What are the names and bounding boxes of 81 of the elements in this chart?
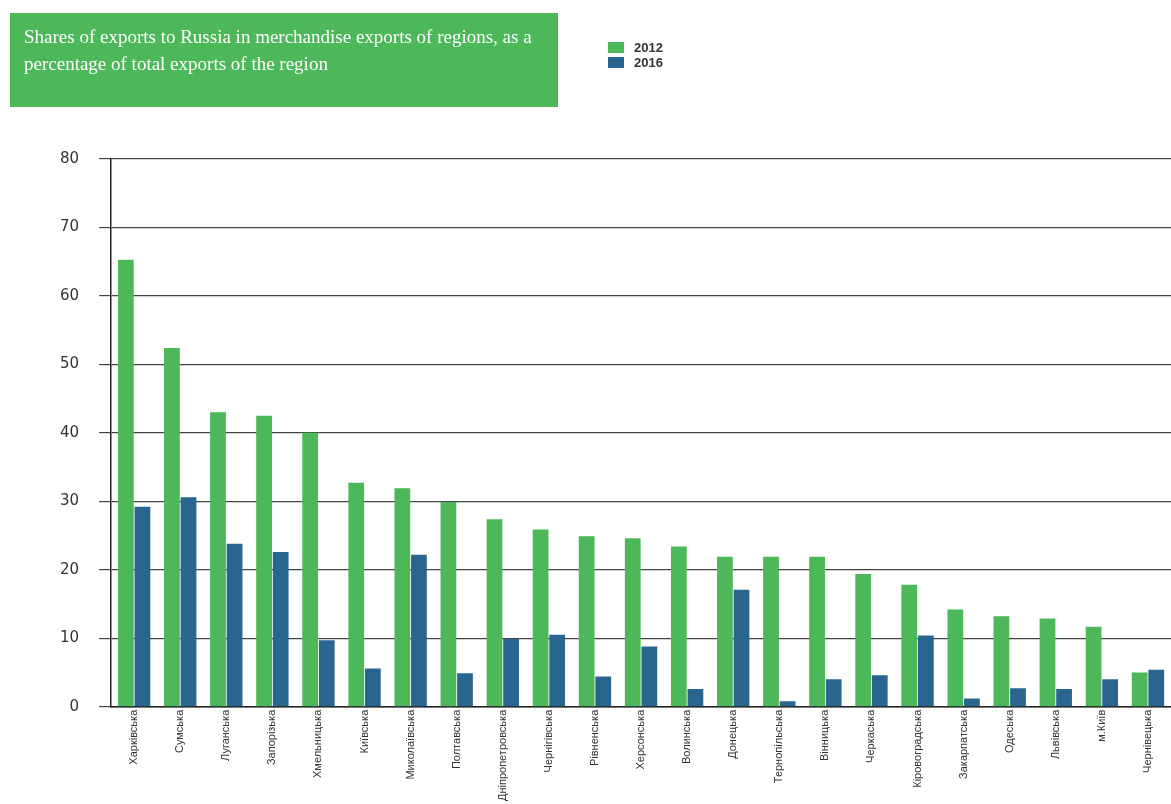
legend-label: 2012: [634, 40, 663, 55]
x-tick-label: Рівненська: [587, 708, 600, 767]
y-tick-label: 10: [59, 628, 80, 647]
bar: [855, 573, 872, 707]
x-tick-label: Закарпатська: [956, 708, 969, 779]
y-tick-label: 20: [59, 559, 80, 578]
x-tick-label: Запорізька: [265, 708, 278, 766]
y-tick-label: 40: [59, 422, 80, 441]
bar: [733, 589, 750, 707]
bar: [1085, 626, 1102, 707]
bar: [364, 668, 381, 707]
bar: [687, 688, 704, 707]
bar: [117, 259, 134, 707]
x-tick-label: м.Київ: [1094, 709, 1107, 742]
y-tick-label: 70: [59, 217, 80, 236]
bar: [578, 536, 595, 707]
x-tick-label: Полтавська: [449, 708, 462, 770]
x-tick-label: Волинська: [680, 708, 693, 764]
bar: [1056, 688, 1072, 707]
bar: [440, 502, 457, 707]
x-tick-label: Одеська: [1002, 708, 1015, 753]
x-tick-label: Сумська: [173, 708, 186, 754]
bar: [825, 679, 842, 707]
bar: [717, 556, 733, 707]
bar: [503, 638, 519, 707]
x-tick-label: Донецька: [726, 708, 739, 759]
bar: [394, 488, 411, 707]
bar: [993, 616, 1010, 707]
bar: [1102, 679, 1119, 707]
x-tick-label: Тернопільська: [772, 708, 785, 784]
bar: [809, 556, 825, 707]
x-tick-label: Херсонська: [634, 708, 647, 770]
bar: [624, 538, 641, 707]
bar: [871, 675, 888, 707]
bar: [1039, 618, 1056, 707]
bar: [348, 482, 365, 707]
x-tick-label: Черкаська: [864, 708, 877, 763]
bar: [1010, 688, 1026, 707]
y-tick-label: 0: [69, 696, 80, 715]
bar: [779, 701, 796, 707]
y-tick-label: 50: [59, 354, 80, 373]
bar: [256, 415, 272, 707]
bar: [180, 497, 197, 707]
bar: [210, 412, 226, 707]
x-tick-label: Кіровоградська: [910, 708, 923, 788]
bar: [226, 543, 243, 707]
bar: [595, 676, 612, 707]
bar: [763, 556, 779, 707]
y-tick-label: 60: [59, 285, 80, 304]
x-tick-label: Вінницька: [818, 708, 831, 762]
bar: [901, 584, 918, 707]
bar: [947, 609, 964, 707]
bar: [641, 646, 658, 707]
bar: [532, 529, 549, 707]
bar: [1148, 669, 1165, 707]
bar: [164, 347, 180, 707]
bar: [964, 698, 980, 707]
x-tick-label: Чернівецька: [1140, 708, 1153, 773]
y-tick-label: 80: [59, 148, 80, 167]
legend-label: 2016: [634, 55, 663, 70]
x-tick-label: Львівська: [1048, 708, 1061, 760]
x-tick-label: Харківська: [127, 708, 140, 765]
bar: [302, 432, 319, 707]
bar: [134, 506, 151, 707]
x-tick-label: Хмельницька: [311, 708, 324, 778]
chart-title: Shares of exports to Russia in merchandise exports of regions, as a percentage of total exports of the region: [10, 13, 558, 107]
x-tick-label: Миколаївська: [403, 708, 416, 780]
bar: [318, 640, 335, 707]
x-tick-label: Чернігівська: [541, 708, 554, 773]
bar: [549, 634, 566, 707]
bar: [272, 552, 289, 707]
y-tick-label: 30: [59, 491, 80, 510]
bar: [411, 554, 427, 707]
bar: [486, 519, 503, 707]
bar: [670, 546, 687, 707]
bar: [1131, 672, 1148, 707]
x-tick-label: Київська: [357, 708, 370, 754]
x-tick-label: Дніпропетровська: [495, 708, 508, 801]
x-tick-label: Луганська: [219, 708, 232, 761]
bar: [457, 673, 473, 707]
bar: [917, 635, 934, 707]
